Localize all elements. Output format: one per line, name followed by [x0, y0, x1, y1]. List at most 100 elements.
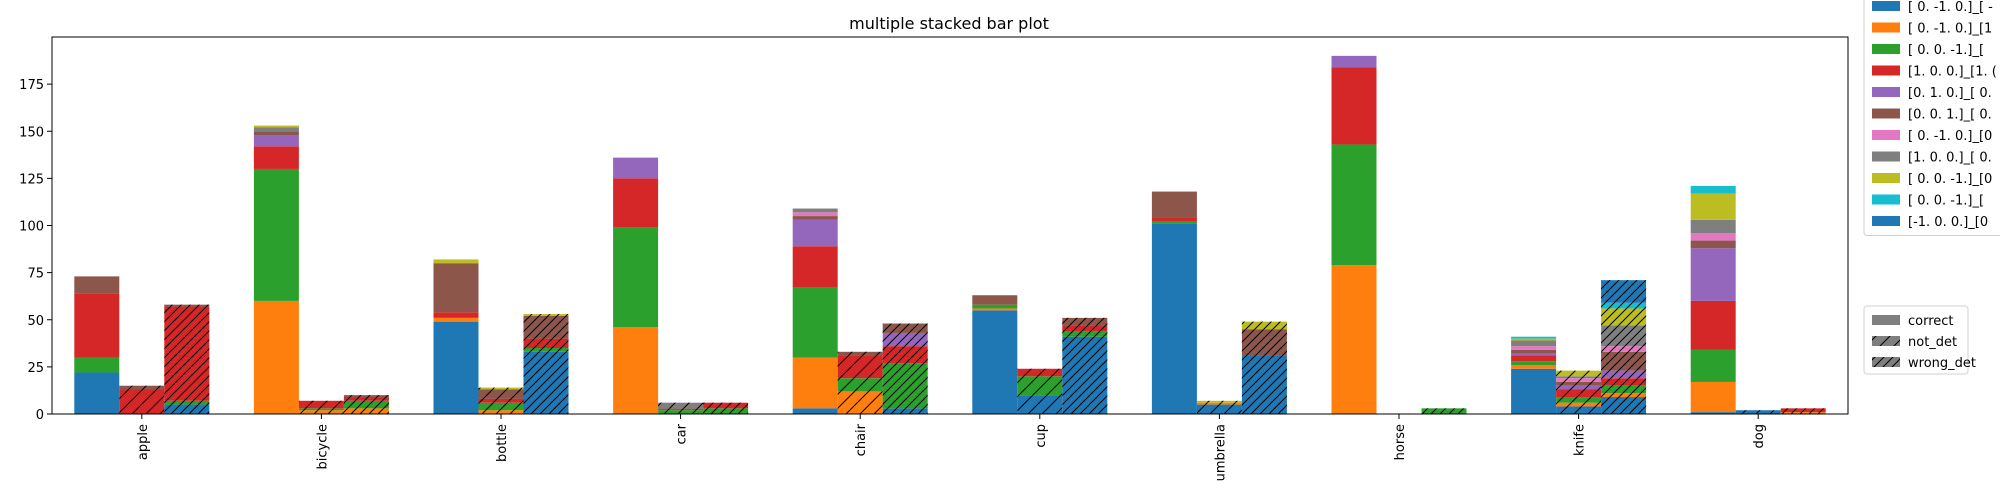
bar-segment-chair-correct-2: [792, 287, 838, 358]
bar-segment-bottle-wrong_det-0: [523, 351, 569, 414]
legend-swatch-9: [1872, 194, 1900, 205]
bar-segment-car-correct-2: [613, 227, 659, 328]
y-tick-label-25: 25: [27, 361, 44, 376]
bar-segment-umbrella-correct-3: [1151, 217, 1197, 222]
bar-segment-dog-correct-9: [1690, 185, 1736, 194]
bar-segment-cup-not_det-2: [1017, 376, 1063, 396]
bar-segment-knife-wrong_det-8: [1601, 308, 1647, 326]
bar-segment-cup-not_det-0: [1017, 395, 1063, 414]
legend-swatch-6: [1872, 130, 1900, 140]
bar-segment-cup-not_det-3: [1017, 368, 1063, 377]
bar-segment-bottle-wrong_det-3: [523, 338, 569, 349]
y-tick-label-100: 100: [19, 220, 44, 235]
bar-segment-chair-correct-3: [792, 246, 838, 288]
bar-segment-car-correct-1: [613, 327, 659, 414]
bar-segment-bicycle-correct-7: [253, 127, 299, 132]
bar-segment-bicycle-correct-1: [253, 300, 299, 414]
bar-segment-chair-correct-4: [792, 219, 838, 247]
bar-segment-chair-wrong_det-5: [882, 323, 928, 333]
bar-segment-knife-correct-7: [1511, 340, 1557, 347]
bar-segment-bicycle-correct-5: [253, 131, 299, 136]
bar-segment-dog-not_det-0: [1735, 410, 1781, 414]
bar-segment-knife-correct-0: [1511, 368, 1557, 414]
legend-swatch-8: [1872, 173, 1900, 183]
y-tick-label-75: 75: [27, 267, 44, 282]
bar-segment-apple-correct-5: [74, 276, 120, 294]
bar-segment-dog-correct-6: [1690, 233, 1736, 241]
bar-segment-bicycle-wrong_det-1: [343, 408, 389, 414]
bar-segment-bicycle-correct-8: [253, 125, 299, 128]
legend-label-9: [ 0. 0. -1.]_[: [1908, 194, 1984, 209]
bar-segment-knife-correct-1: [1511, 364, 1557, 369]
bar-segment-knife-wrong_det-10: [1601, 280, 1647, 303]
bar-segment-bottle-correct-5: [433, 263, 479, 313]
bar-segment-bottle-not_det-5: [478, 389, 524, 399]
group-legend: correct not_det wrong_det: [1863, 305, 1976, 375]
bar-segment-dog-correct-3: [1690, 300, 1736, 350]
bar-segment-bicycle-correct-4: [253, 135, 299, 147]
x-tick-label-bicycle: bicycle: [315, 424, 330, 469]
bar-segment-bottle-correct-3: [433, 312, 479, 318]
legend-label-1: [ 0. -1. 0.]_[1: [1908, 22, 1992, 37]
bar-segment-horse-wrong_det-2: [1421, 408, 1467, 414]
bar-segment-umbrella-not_det-0: [1196, 404, 1242, 414]
legend-swatch-2: [1872, 44, 1900, 54]
bar-segment-umbrella-correct-5: [1151, 191, 1197, 218]
bar-segment-car-not_det-2: [658, 410, 704, 414]
bar-segment-apple-wrong_det-5: [164, 304, 210, 307]
bar-segment-chair-correct-1: [792, 357, 838, 409]
bar-segment-knife-wrong_det-3: [1601, 378, 1647, 386]
legend-label-3: [1. 0. 0.]_[1. (: [1908, 65, 1997, 80]
legend-label-4: [0. 1. 0.]_[ 0.: [1908, 86, 1992, 101]
bar-segment-horse-correct-2: [1331, 144, 1377, 266]
bar-segment-horse-correct-4: [1331, 55, 1377, 68]
bar-segment-umbrella-not_det-8: [1196, 400, 1242, 403]
bar-segment-bottle-wrong_det-5: [523, 315, 569, 339]
bar-segment-chair-not_det-1: [837, 391, 883, 414]
group-legend-hatch-not_det: [1872, 336, 1900, 346]
bar-segment-car-correct-4: [613, 157, 659, 179]
bar-segment-bicycle-wrong_det-5: [343, 395, 389, 398]
bar-segment-chair-wrong_det-4: [882, 332, 928, 347]
bar-segment-apple-not_det-5: [119, 385, 165, 390]
bar-segment-apple-not_det-3: [119, 389, 165, 414]
x-tick-label-chair: chair: [854, 423, 869, 456]
bar-segment-dog-correct-7: [1690, 219, 1736, 234]
bar-segment-chair-not_det-3: [837, 355, 883, 379]
bar-segment-bottle-not_det-1: [478, 410, 524, 414]
group-legend-swatch-correct: [1872, 315, 1900, 325]
bar-segment-dog-correct-4: [1690, 248, 1736, 301]
bar-segment-cup-wrong_det-5: [1062, 317, 1108, 326]
bar-segment-knife-correct-3: [1511, 355, 1557, 362]
bar-segment-knife-correct-6: [1511, 346, 1557, 350]
bar-segment-knife-wrong_det-5: [1601, 351, 1647, 371]
legend-swatch-4: [1872, 87, 1900, 97]
bar-segment-bottle-correct-1: [433, 317, 479, 322]
legend-swatch-10: [1872, 216, 1900, 226]
bar-segment-umbrella-correct-2: [1151, 221, 1197, 224]
bar-segment-chair-wrong_det-3: [882, 346, 928, 364]
bar-segment-chair-correct-5: [792, 216, 838, 220]
x-tick-label-cup: cup: [1034, 424, 1049, 448]
legend-label-2: [ 0. 0. -1.]_[: [1908, 43, 1984, 58]
bar-segment-cup-wrong_det-0: [1062, 336, 1108, 414]
bar-segment-bicycle-not_det-3: [298, 400, 344, 409]
bar-segment-chair-not_det-2: [837, 378, 883, 392]
bar-segment-apple-correct-2: [74, 357, 120, 373]
bar-segment-bottle-not_det-8: [478, 387, 524, 390]
bar-segment-dog-wrong_det-3: [1780, 408, 1826, 413]
bar-segment-chair-wrong_det-0: [882, 408, 928, 414]
bar-segment-bicycle-not_det-1: [298, 410, 344, 414]
legend-label-5: [0. 0. 1.]_[ 0.: [1908, 108, 1992, 123]
bar-segment-bottle-correct-8: [433, 259, 479, 264]
legend-swatch-7: [1872, 151, 1900, 162]
bar-segment-apple-wrong_det-3: [164, 306, 210, 401]
bar-segment-cup-correct-1: [972, 308, 1018, 311]
bar-segment-car-not_det-7: [658, 402, 704, 409]
x-tick-label-bottle: bottle: [495, 424, 510, 462]
legend-swatch-3: [1872, 65, 1900, 76]
bar-segment-knife-correct-9: [1511, 336, 1557, 339]
bar-segment-apple-correct-3: [74, 293, 120, 358]
